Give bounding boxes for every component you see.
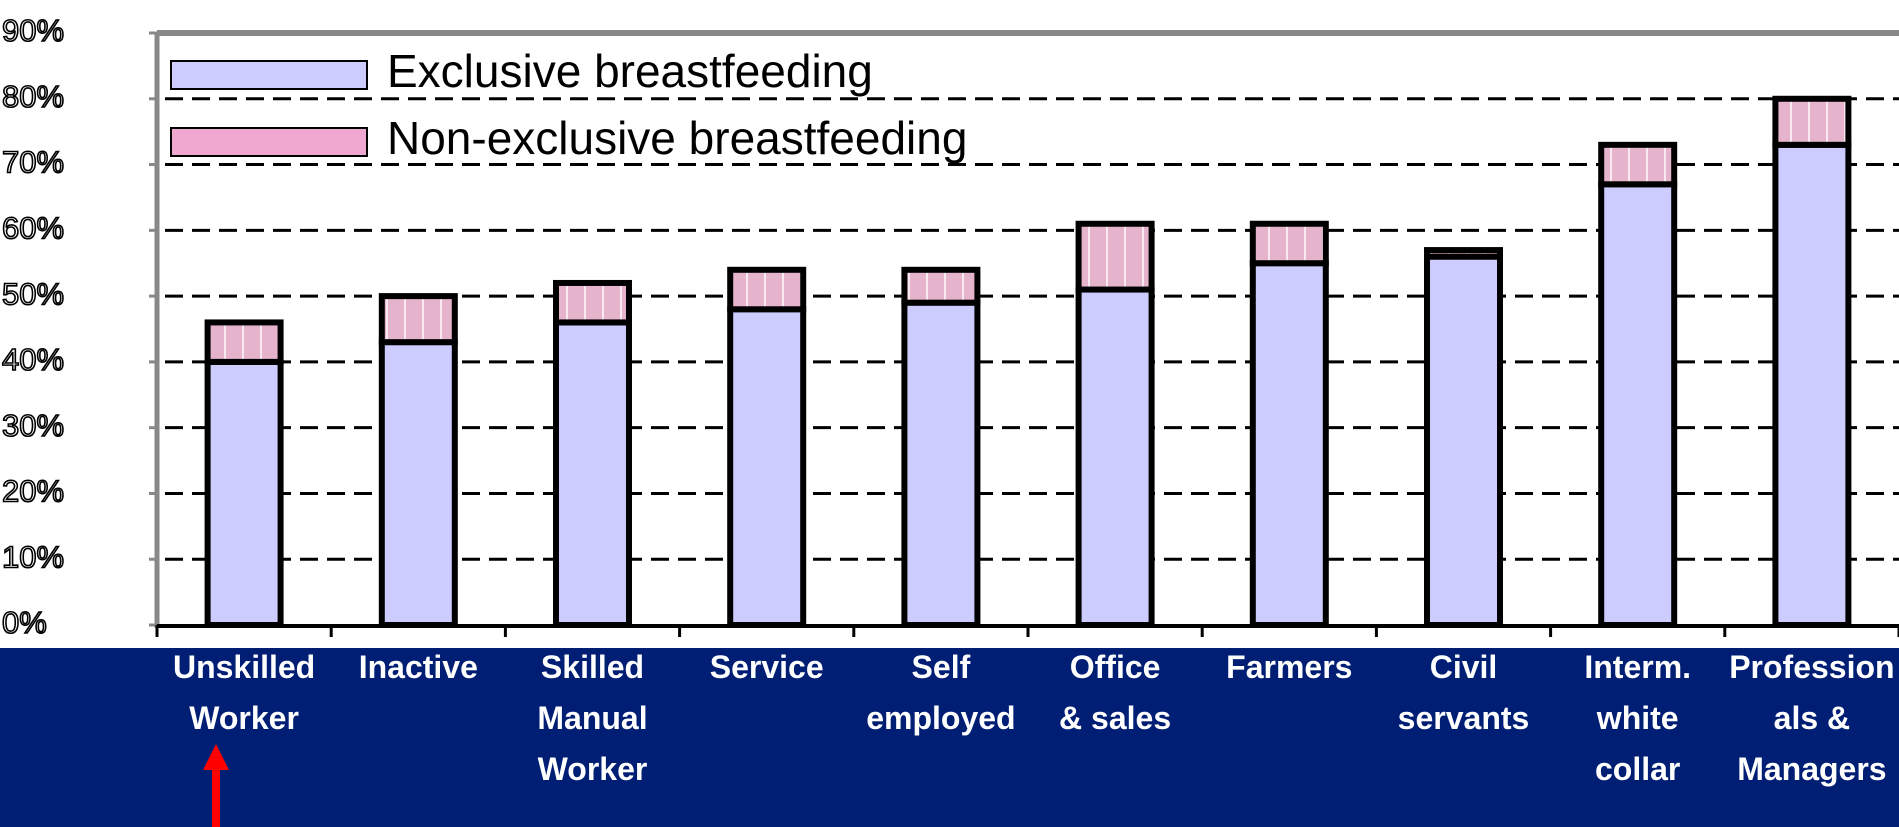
label-line: Worker (538, 751, 648, 787)
x-tick-label: Profession als & Managers (1729, 649, 1894, 787)
bar-segment (1598, 141, 1678, 188)
x-tick-label: Inactive (359, 649, 478, 685)
legend-label: Exclusive breastfeeding (387, 45, 873, 97)
bar-segment (901, 266, 981, 306)
bar-segment (1598, 181, 1678, 629)
label-line: Profession (1729, 649, 1894, 685)
label-line: Office (1070, 649, 1161, 685)
bar-segment (1075, 286, 1155, 628)
label-line: Skilled (541, 649, 644, 685)
label-line: Managers (1737, 751, 1886, 787)
bar-segment (1772, 141, 1852, 628)
label-line: white (1596, 700, 1679, 736)
y-tick-label: 80% (2, 79, 64, 114)
bar-segment (553, 319, 632, 628)
legend-swatch (170, 60, 368, 90)
x-tick-label: Unskilled Worker (173, 649, 315, 736)
bar-segment (1772, 95, 1852, 148)
label-line: servants (1398, 700, 1530, 736)
bar-segment (378, 339, 458, 628)
label-line: employed (866, 700, 1015, 736)
x-tick-label: Interm. white collar (1584, 649, 1691, 787)
y-tick-label: 50% (2, 276, 64, 311)
y-tick-label: 60% (2, 211, 64, 246)
x-tick-label: Civil servants (1398, 649, 1530, 736)
bar-segment (1424, 247, 1503, 260)
y-tick-label: 90% (2, 13, 64, 48)
label-line: Unskilled (173, 649, 315, 685)
label-line: collar (1595, 751, 1680, 787)
y-tick-label: 30% (2, 408, 64, 443)
label-line: Interm. (1584, 649, 1691, 685)
legend-label: Non-exclusive breastfeeding (387, 112, 967, 164)
bar-segment (204, 319, 284, 365)
label-band (0, 648, 1899, 827)
y-tick-label: 10% (2, 539, 64, 574)
arrow (203, 744, 229, 827)
x-tick-label: Service (710, 649, 824, 685)
bar-segment (727, 306, 807, 628)
y-tick-label: 0% (2, 605, 47, 640)
label-line: Inactive (359, 649, 478, 685)
label-line: Worker (189, 700, 299, 736)
legend-swatch (170, 127, 368, 157)
label-line: Civil (1430, 649, 1498, 685)
bar-segment (1075, 220, 1155, 293)
bar-segment (901, 299, 981, 628)
bar-segment (727, 266, 807, 313)
label-line: Self (912, 649, 971, 685)
bar-segment (204, 358, 284, 628)
bar-segment (1249, 260, 1329, 628)
label-line: & sales (1059, 700, 1171, 736)
bar-segment (1424, 253, 1503, 628)
y-tick-label: 20% (2, 474, 64, 509)
bar-segment (1249, 220, 1329, 267)
x-tick-label: Farmers (1226, 649, 1352, 685)
label-line: Farmers (1226, 649, 1352, 685)
x-tick-label: Self employed (866, 649, 1015, 736)
bar-segment (553, 279, 632, 326)
label-line: Service (710, 649, 824, 685)
y-tick-label: 70% (2, 145, 64, 180)
label-line: Manual (537, 700, 647, 736)
y-tick-label: 40% (2, 342, 64, 377)
x-tick-label: Skilled Manual Worker (537, 649, 647, 787)
label-line: als & (1774, 700, 1850, 736)
x-tick-label: Office & sales (1059, 649, 1171, 736)
bar-segment (378, 293, 458, 346)
